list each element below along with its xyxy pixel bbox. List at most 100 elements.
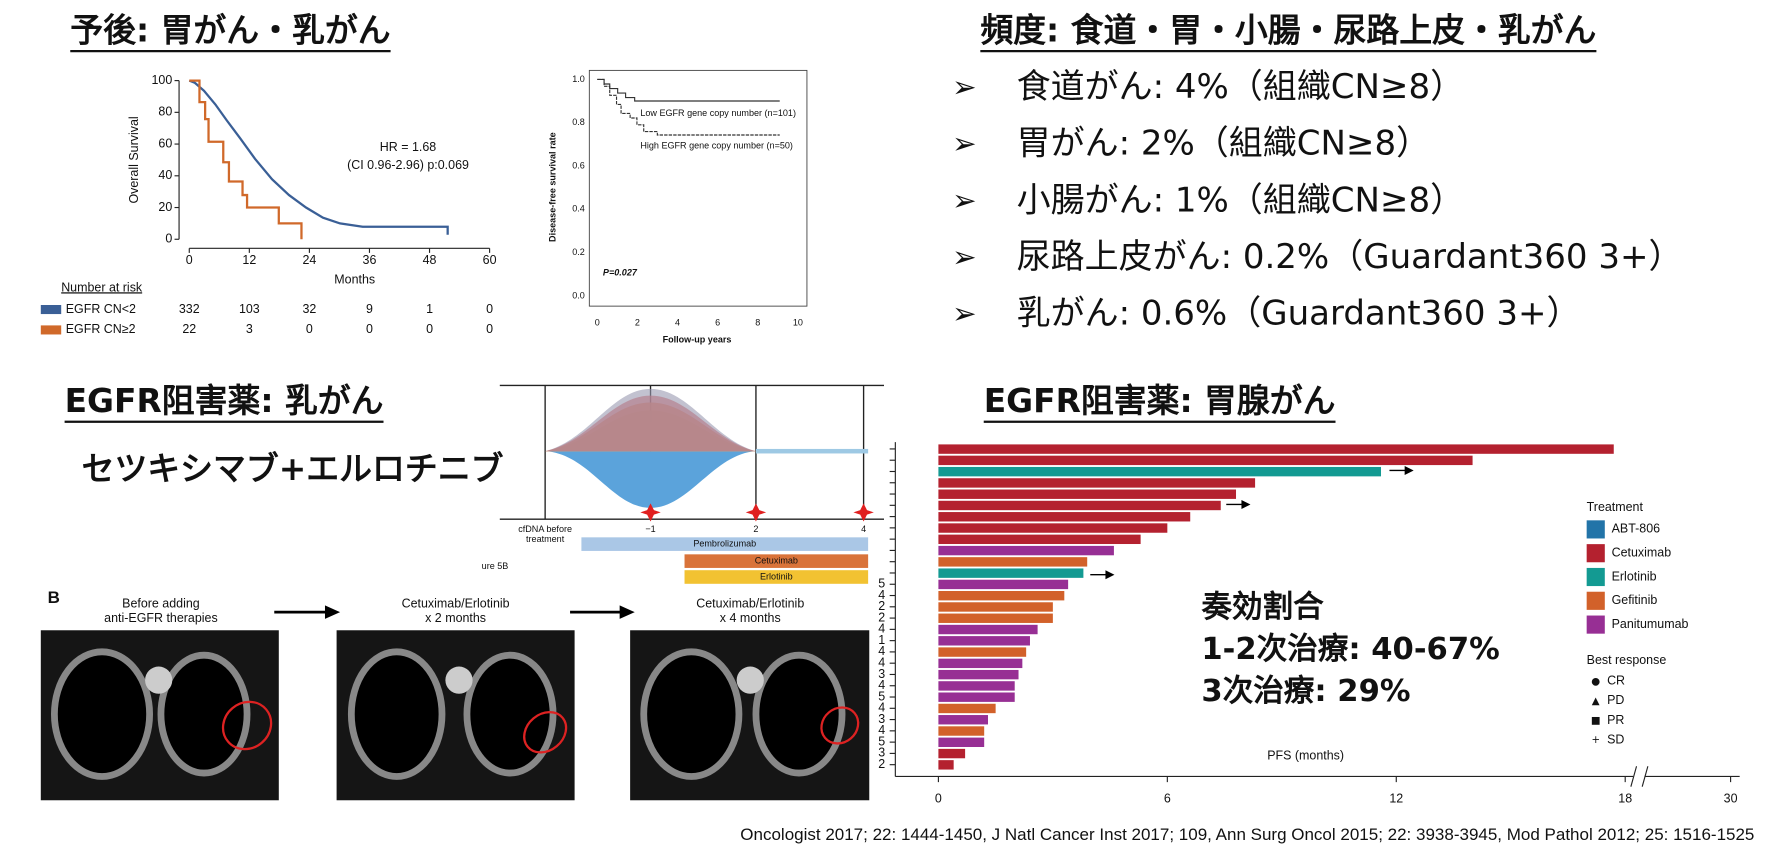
bullet: ➢ (952, 127, 977, 161)
axis-title: Disease-free survival rate (547, 132, 557, 242)
image-caption: x 2 months (425, 611, 486, 625)
section-title: EGFR阻害薬: 胃腺がん (984, 381, 1336, 420)
bar (938, 726, 985, 736)
legend-swatch (40, 305, 62, 315)
section-title: 頻度: 食道・胃・小腸・尿路上皮・乳がん (980, 10, 1596, 49)
bar (938, 636, 1030, 646)
frequency-item: 乳がん: 0.6%（Guardant360 3+） (1017, 294, 1581, 334)
legend-label: Panitumumab (1612, 617, 1689, 631)
bar (938, 489, 1237, 499)
risk-count: 332 (179, 302, 200, 316)
panel-label: B (48, 588, 60, 607)
line-label: 2 (878, 757, 885, 771)
y-tick-label: 20 (158, 200, 172, 214)
line-label: 4 (878, 588, 885, 602)
x-tick-label: 0 (595, 318, 600, 328)
bar (938, 512, 1191, 522)
bar (938, 669, 1019, 680)
legend-swatch (40, 325, 62, 335)
x-tick-label: 18 (1618, 791, 1632, 805)
risk-count: 3 (246, 322, 253, 336)
drug-bar (581, 537, 869, 551)
annotation: HR = 1.68 (380, 140, 436, 154)
bar (938, 534, 1141, 545)
y-tick-label: 80 (158, 105, 172, 119)
risk-label: EGFR CN≥2 (66, 322, 136, 336)
line-label: 4 (878, 678, 885, 692)
bar (938, 478, 1256, 488)
annotation: (CI 0.96-2.96) p:0.069 (347, 158, 469, 172)
survival-curve (597, 78, 780, 136)
x-tick-label: 8 (755, 318, 760, 328)
x-tick-label: 10 (793, 318, 803, 328)
legend-label: PD (1607, 693, 1624, 707)
survival-curve (188, 79, 449, 235)
line-label: 5 (878, 689, 885, 703)
survival-curve (597, 78, 780, 102)
line-label: 1 (878, 633, 885, 647)
bar (938, 658, 1023, 669)
line-label: 4 (878, 644, 885, 658)
legend-swatch (1586, 544, 1605, 563)
bar (938, 760, 954, 770)
bar (938, 703, 996, 714)
axis-title: Overall Survival (127, 116, 141, 203)
bar (938, 579, 1069, 590)
bar (938, 444, 1614, 454)
risk-label: EGFR CN<2 (66, 302, 136, 316)
x-tick-label: 30 (1724, 791, 1738, 805)
x-tick-label: 2 (635, 318, 640, 328)
bar (938, 455, 1473, 466)
risk-count: 9 (366, 302, 373, 316)
line-label: 4 (878, 701, 885, 715)
bar (938, 715, 989, 725)
bar (938, 692, 1015, 702)
regimen: セツキシマブ+エルロチニブ (82, 449, 504, 488)
legend-symbol: + (1591, 735, 1600, 746)
axis-title: PFS (months) (1267, 748, 1344, 762)
line-label: 3 (878, 746, 885, 760)
y-tick-label: 0.8 (572, 117, 585, 127)
bar (938, 613, 1053, 623)
drug-label: Cetuximab (755, 556, 798, 566)
legend-symbol: ■ (1591, 715, 1601, 726)
risk-count: 22 (182, 322, 196, 336)
response-text: 1-2次治療: 40-67% (1201, 632, 1499, 667)
bullet: ➢ (952, 240, 977, 274)
risk-count: 0 (486, 302, 493, 316)
bar (938, 523, 1168, 533)
axis-break (1633, 765, 1645, 788)
line-label: 5 (878, 734, 885, 748)
legend-title: Best response (1587, 653, 1667, 667)
y-tick-label: 0.2 (572, 247, 585, 257)
y-tick-label: 0.4 (572, 204, 585, 214)
image-caption: x 4 months (720, 611, 781, 625)
p-value: P=0.027 (603, 268, 638, 278)
axis-break (1630, 766, 1649, 787)
risk-count: 0 (426, 322, 433, 336)
risk-count: 103 (239, 302, 260, 316)
survival-curve (189, 79, 303, 240)
bullet: ➢ (952, 70, 977, 104)
drug-label: Pembrolizumab (693, 539, 756, 549)
legend-swatch (1586, 591, 1605, 610)
legend-label: Erlotinib (1612, 569, 1657, 583)
x-tick-label: 60 (483, 253, 497, 267)
timeline-label: 2 (753, 524, 758, 534)
frequency-item: 胃がん: 2%（組織CN≥8） (1017, 124, 1431, 164)
legend-label: Cetuximab (1612, 545, 1672, 559)
x-tick-label: 36 (363, 253, 377, 267)
bar (938, 500, 1221, 511)
legend-swatch (1586, 567, 1605, 587)
risk-count: 0 (486, 322, 493, 336)
timeline-label: 4 (861, 524, 866, 534)
timeline-label: −1 (645, 524, 655, 534)
x-tick-label: 12 (1389, 791, 1403, 805)
risk-count: 0 (306, 322, 313, 336)
x-tick-label: 6 (715, 318, 720, 328)
timeline-label: treatment (526, 534, 565, 544)
image-caption: anti-EGFR therapies (104, 611, 218, 625)
bar (938, 602, 1053, 612)
progression-arrows (1090, 465, 1414, 580)
